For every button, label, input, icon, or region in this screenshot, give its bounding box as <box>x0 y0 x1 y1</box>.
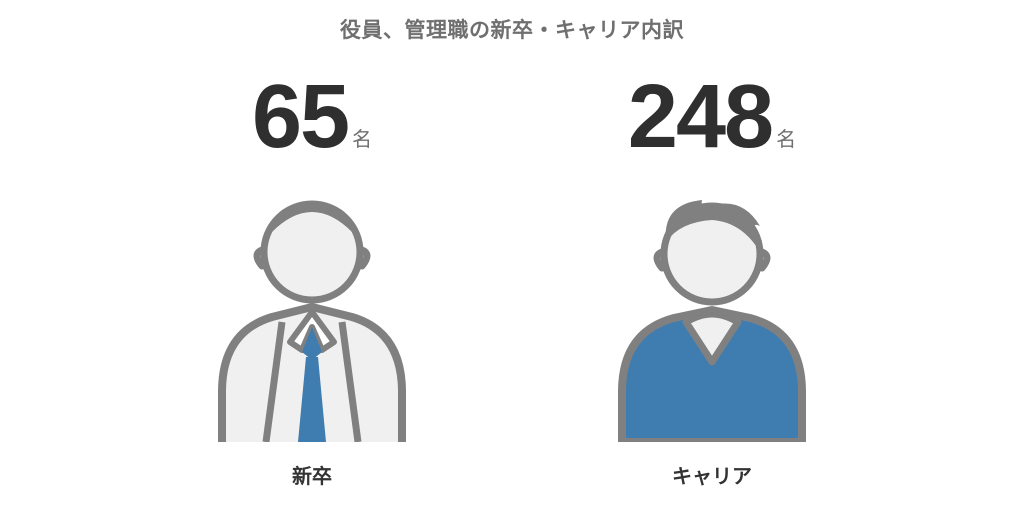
stat-unit-career: 名 <box>776 123 796 152</box>
column-career: 248 名 キャリア <box>572 62 852 489</box>
stat-block-career: 248 名 <box>628 62 796 162</box>
stat-value-career: 248 <box>628 72 772 162</box>
column-fresh: 65 名 <box>172 62 452 489</box>
column-label-career: キャリア <box>672 460 752 489</box>
stat-unit-fresh: 名 <box>352 123 372 152</box>
person-casual-icon <box>602 192 822 442</box>
stat-block-fresh: 65 名 <box>252 62 372 162</box>
stat-value-fresh: 65 <box>252 72 348 162</box>
stats-row: 65 名 <box>172 62 852 489</box>
infographic-title: 役員、管理職の新卒・キャリア内訳 <box>340 14 684 44</box>
column-label-fresh: 新卒 <box>292 460 332 489</box>
person-suit-icon <box>202 192 422 442</box>
